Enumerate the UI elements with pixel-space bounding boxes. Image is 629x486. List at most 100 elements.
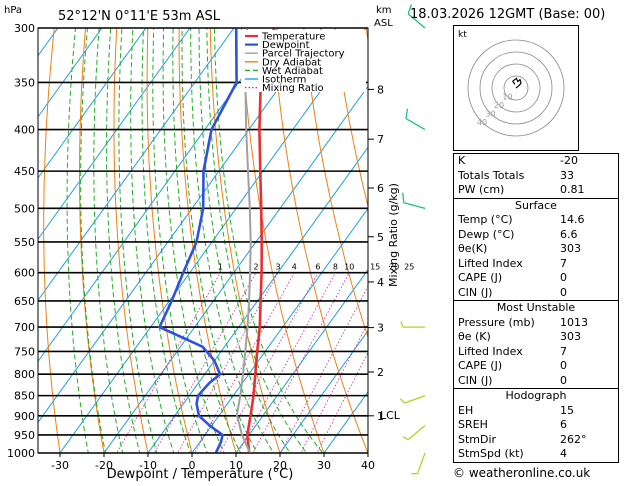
pressure-tick-label: 650 bbox=[14, 295, 35, 308]
dewpoint-curve bbox=[157, 28, 238, 453]
mixing-ratio-label: 2 bbox=[253, 263, 258, 272]
wet-adiabat-line bbox=[162, 28, 225, 453]
pressure-tick-label: 450 bbox=[14, 165, 35, 178]
pressure-tick-label: 800 bbox=[14, 368, 35, 381]
axis-labels: 3003504004505005506006507007508008509009… bbox=[7, 22, 414, 472]
hodograph-ring bbox=[491, 63, 541, 113]
mixing-ratio-label: 10 bbox=[344, 263, 354, 272]
wet-adiabat-line bbox=[213, 28, 324, 453]
index-label: StmDir bbox=[458, 432, 497, 446]
pressure-tick-label: 400 bbox=[14, 124, 35, 137]
index-value: 7 bbox=[560, 344, 567, 358]
pressure-tick-label: 700 bbox=[14, 321, 35, 334]
wind-barb-flag bbox=[407, 4, 413, 15]
index-label: EH bbox=[458, 403, 474, 417]
index-row: PW (cm) 0.81 bbox=[454, 183, 618, 198]
mixing-ratio-line bbox=[153, 272, 257, 453]
wet-adiabat-line bbox=[93, 28, 124, 453]
x-axis-title: Dewpoint / Temperature (°C) bbox=[107, 467, 294, 482]
wet-adiabat-line bbox=[198, 28, 291, 453]
index-label: CIN (J) bbox=[458, 285, 493, 299]
p-unit-label: hPa bbox=[4, 5, 22, 16]
index-value: 0 bbox=[560, 285, 567, 299]
wet-adiabat-line bbox=[106, 28, 141, 453]
wind-barb-flag bbox=[400, 321, 404, 328]
pressure-tick-label: 950 bbox=[14, 429, 35, 442]
isotherm-line bbox=[38, 28, 103, 118]
temp-tick-label: 20 bbox=[273, 459, 287, 472]
index-row: Lifted Index 7 bbox=[454, 257, 618, 272]
parcel-trajectory-curve bbox=[235, 28, 252, 453]
pressure-tick-label: 750 bbox=[14, 345, 35, 358]
wet-adiabat-line bbox=[141, 28, 192, 453]
mixing-ratio-line bbox=[116, 272, 221, 453]
y2-axis-title: Mixing Ratio (g/kg) bbox=[387, 183, 400, 287]
hodograph-trace bbox=[511, 77, 522, 89]
pressure-tick-label: 350 bbox=[14, 76, 35, 89]
isotherm-line bbox=[38, 28, 235, 302]
wind-barb-flag bbox=[405, 108, 409, 119]
km-unit-label: km bbox=[376, 5, 392, 16]
km-tick-label: 8 bbox=[377, 83, 384, 96]
mixing-ratio-line bbox=[280, 285, 368, 453]
mixing-ratio-label: 20 bbox=[389, 263, 399, 272]
index-label: StmSpd (kt) bbox=[458, 447, 524, 460]
index-label: Temp (°C) bbox=[458, 213, 513, 226]
dry-adiabat-line bbox=[43, 28, 61, 453]
isotherm-line bbox=[147, 146, 368, 453]
hodo-title: Hodograph bbox=[454, 388, 618, 404]
index-row: CAPE (J) 0 bbox=[454, 359, 618, 374]
pressure-tick-label: 900 bbox=[14, 410, 35, 423]
wind-barb-flag bbox=[399, 398, 405, 404]
run-datetime: 18.03.2026 12GMT (Base: 00) bbox=[410, 7, 606, 22]
index-row: Pressure (mb) 1013 bbox=[454, 316, 618, 331]
index-label: Dewp (°C) bbox=[458, 227, 515, 241]
credit: © weatheronline.co.uk bbox=[453, 466, 591, 480]
isotherm-line bbox=[279, 329, 368, 453]
index-value: 14.6 bbox=[560, 213, 585, 226]
pressure-tick-label: 600 bbox=[14, 267, 35, 280]
index-value: -20 bbox=[560, 154, 578, 167]
hodograph-ring bbox=[503, 75, 529, 101]
index-label: θe (K) bbox=[458, 330, 491, 343]
index-row: CIN (J) 0 bbox=[454, 286, 618, 301]
dry-adiabat-line bbox=[334, 28, 368, 208]
wet-adiabat-line bbox=[181, 28, 258, 453]
index-row: Temp (°C) 14.6 bbox=[454, 213, 618, 228]
dry-adiabat-line bbox=[146, 28, 193, 453]
km-tick-label: 7 bbox=[377, 133, 384, 146]
index-row: Dewp (°C) 6.6 bbox=[454, 228, 618, 243]
isotherm-line bbox=[38, 28, 279, 363]
asl-unit-label: ASL bbox=[374, 18, 393, 29]
index-label: Lifted Index bbox=[458, 256, 523, 270]
surface-indices: Temp (°C) 14.6 Dewp (°C) 6.6 θe(K) 303 Lifted … bbox=[454, 213, 618, 300]
mixing-ratio-line bbox=[300, 321, 368, 453]
legend-label: Mixing Ratio bbox=[262, 83, 324, 94]
km-tick-label: 4 bbox=[377, 276, 384, 289]
index-label: Totals Totals bbox=[458, 168, 525, 182]
background-lines bbox=[38, 28, 368, 453]
index-value: 7 bbox=[560, 256, 567, 270]
index-value: 6.6 bbox=[560, 227, 578, 241]
temp-tick-label: 40 bbox=[361, 459, 375, 472]
wind-barb-staff bbox=[416, 452, 426, 474]
pressure-tick-label: 850 bbox=[14, 390, 35, 403]
legend-box bbox=[241, 30, 366, 92]
dry-adiabat-line bbox=[209, 28, 281, 453]
temp-tick-label: -10 bbox=[139, 459, 157, 472]
wet-adiabat-line bbox=[206, 28, 308, 453]
pressure-tick-label: 550 bbox=[14, 236, 35, 249]
index-row: StmSpd (kt) 4 bbox=[454, 447, 618, 462]
index-value: 0 bbox=[560, 359, 567, 372]
mu-indices: Pressure (mb) 1013 θe (K) 303 Lifted Index 7 C… bbox=[454, 316, 618, 389]
mixing-ratio-label: 4 bbox=[292, 263, 297, 272]
location-title: 52°12'N 0°11'E 53m ASL bbox=[58, 9, 221, 24]
wind-barb-staff bbox=[407, 424, 426, 441]
wind-barbs bbox=[399, 4, 426, 475]
mixing-ratio-line bbox=[316, 351, 368, 453]
index-label: SREH bbox=[458, 418, 488, 431]
index-value: 0 bbox=[560, 271, 567, 284]
mixing-ratio-label: 25 bbox=[404, 263, 414, 272]
index-value: 4 bbox=[560, 447, 567, 460]
